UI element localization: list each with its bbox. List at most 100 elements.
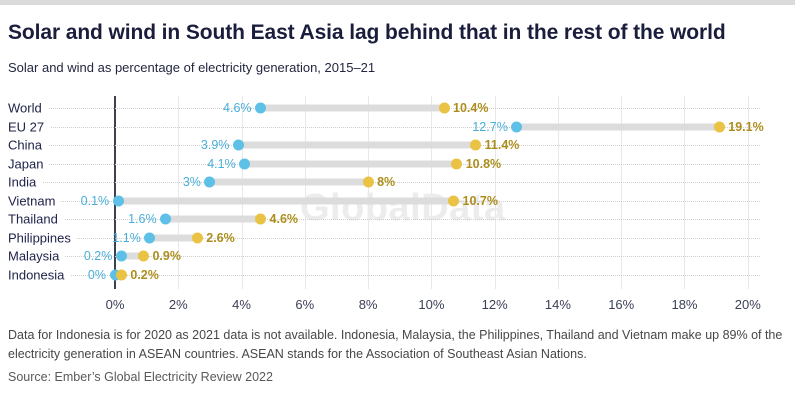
value-label-2015: 3%: [182, 175, 201, 190]
dot-2021: [362, 176, 374, 188]
value-label-2021: 10.7%: [462, 193, 498, 208]
value-label-2021: 0.2%: [130, 267, 159, 282]
value-label-2021: 10.4%: [453, 101, 489, 116]
row-plot: 3.9% 11.4%: [115, 136, 762, 155]
dumbbell-connector: [121, 252, 144, 260]
dumbbell-connector: [516, 123, 720, 131]
gridline: [178, 95, 180, 289]
row-plot: 4.6% 10.4%: [115, 99, 762, 118]
x-axis: 0% 2% 4% 6% 8% 10% 12% 14% 16% 18% 20%: [106, 295, 762, 313]
dot-2021: [191, 232, 203, 244]
value-label-2021: 19.1%: [728, 119, 764, 134]
top-strip: [0, 0, 795, 5]
chart-row: Japan 4.1% 10.8%: [8, 154, 762, 173]
chart-row: Thailand 1.6% 4.6%: [8, 210, 762, 229]
x-tick-label: 14%: [544, 296, 571, 312]
x-tick-label: 4%: [232, 296, 251, 312]
x-tick-label: 6%: [295, 296, 315, 312]
value-label-2015: 4.1%: [207, 156, 236, 171]
row-dotted-line: [8, 126, 760, 128]
page-title: Solar and wind in South East Asia lag be…: [8, 21, 726, 44]
gridline: [747, 95, 749, 289]
x-tick-label: 18%: [671, 296, 698, 312]
dot-2021: [255, 213, 267, 225]
chart-row: World 4.6% 10.4%: [8, 99, 762, 118]
dot-2015: [239, 158, 251, 170]
dot-2015: [160, 213, 172, 225]
chart-row: EU 27 12.7% 19.1%: [8, 117, 764, 136]
source-line: Source: Ember’s Global Electricity Revie…: [8, 370, 273, 385]
x-tick-label: 16%: [608, 296, 635, 312]
value-label-2015: 0%: [87, 267, 106, 282]
row-dotted-line: [8, 237, 760, 239]
dumbbell-connector: [165, 215, 261, 223]
x-tick-label: 2%: [168, 296, 188, 312]
value-label-2021: 11.4%: [484, 138, 520, 153]
country-label: China: [8, 137, 48, 153]
value-label-2021: 2.6%: [206, 230, 235, 245]
value-label-2021: 10.8%: [465, 156, 502, 171]
row-plot: 4.1% 10.8%: [115, 154, 762, 173]
dot-2015: [144, 232, 156, 244]
dot-2021: [448, 195, 460, 207]
dot-2021: [137, 250, 149, 262]
country-label: Philippines: [8, 230, 77, 246]
country-label: Vietnam: [8, 193, 62, 209]
dot-2015: [112, 195, 124, 207]
x-tick-label: 20%: [734, 296, 761, 312]
dot-2021: [115, 269, 127, 281]
country-label: Indonesia: [8, 267, 71, 283]
chart-row: Malaysia 0.2% 0.9%: [8, 247, 762, 266]
row-dotted-line: [8, 219, 760, 221]
row-plot: 12.7% 19.1%: [115, 117, 764, 136]
country-label: India: [8, 174, 43, 190]
row-plot: 1.1% 2.6%: [112, 228, 762, 247]
value-label-2021: 4.6%: [269, 212, 299, 227]
dot-2021: [470, 139, 482, 151]
gridline: [304, 95, 306, 289]
value-label-2015: 1.6%: [128, 212, 157, 227]
dot-2015: [204, 176, 216, 188]
y-axis-line: [114, 95, 116, 289]
value-label-2021: 8%: [377, 175, 396, 190]
gridline: [368, 95, 370, 289]
dumbbell-connector: [118, 197, 454, 205]
dot-2015: [511, 121, 523, 133]
row-plot: 0.2% 0.9%: [84, 247, 762, 266]
gridline: [557, 95, 559, 289]
value-label-2015: 3.9%: [200, 138, 230, 153]
row-plot: 0% 0.2%: [88, 265, 762, 284]
dot-2015: [255, 102, 267, 114]
country-label: Thailand: [8, 211, 64, 227]
dot-2015: [109, 269, 121, 281]
gridline: [494, 95, 496, 289]
value-label-2015: 12.7%: [472, 119, 508, 134]
country-label: Japan: [8, 156, 50, 172]
dumbbell-connector: [244, 160, 457, 168]
dumbbell-connector: [149, 234, 198, 242]
gridline: [241, 95, 243, 289]
x-tick-label: 12%: [481, 296, 508, 312]
chart-row: India 3% 8%: [8, 173, 762, 192]
gridline: [621, 95, 623, 289]
country-label: EU 27: [8, 119, 51, 135]
x-tick-label: 0%: [105, 296, 125, 312]
gridline: [684, 95, 686, 289]
country-label: Malaysia: [8, 248, 66, 264]
row-dotted-line: [8, 256, 760, 258]
dot-2015: [115, 250, 127, 262]
value-label-2015: 4.6%: [223, 101, 252, 116]
x-tick-label: 10%: [418, 296, 445, 312]
dumbbell-connector: [260, 104, 445, 112]
dumbbell-connector: [238, 141, 476, 149]
dot-2021: [451, 158, 463, 170]
chart-row: Philippines 1.1% 2.6%: [8, 228, 762, 247]
row-plot: 3% 8%: [115, 173, 762, 192]
dot-2021: [713, 121, 725, 133]
value-label-2021: 0.9%: [152, 249, 181, 264]
dot-2015: [232, 139, 244, 151]
x-tick-label: 8%: [358, 296, 378, 312]
chart-subtitle: Solar and wind as percentage of electric…: [8, 59, 376, 75]
value-label-2015: 0.1%: [80, 193, 110, 208]
dumbbell-chart: GlobalData World 4.6% 10.4% EU 27 12.7% 19.1%…: [8, 95, 764, 315]
